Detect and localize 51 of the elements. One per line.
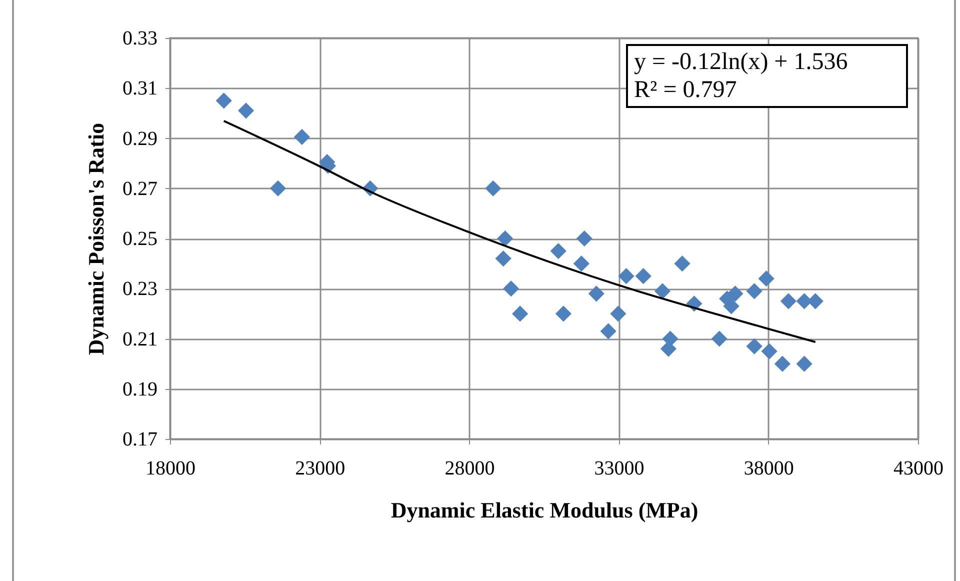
point bbox=[746, 283, 762, 300]
y-tick-label: 0.19 bbox=[122, 378, 158, 400]
y-axis-title: Dynamic Poisson's Ratio bbox=[84, 122, 108, 356]
point bbox=[723, 298, 740, 314]
point bbox=[654, 283, 671, 300]
point bbox=[550, 242, 566, 260]
x-tick-label: 18000 bbox=[146, 458, 196, 480]
point bbox=[796, 356, 812, 372]
point bbox=[503, 280, 520, 297]
point bbox=[600, 323, 616, 340]
point bbox=[485, 180, 502, 196]
x-tick-label: 33000 bbox=[594, 458, 644, 480]
x-axis-title: Dynamic Elastic Modulus (MPa) bbox=[390, 498, 698, 522]
point bbox=[727, 286, 744, 302]
point bbox=[495, 250, 512, 267]
annotation: R² = 0.797 bbox=[634, 77, 737, 103]
point bbox=[512, 306, 528, 322]
point bbox=[576, 230, 592, 247]
x-tick-label: 28000 bbox=[444, 458, 495, 480]
point bbox=[555, 306, 572, 322]
x-tick-label: 23000 bbox=[295, 458, 346, 480]
y-tick-label: 0.21 bbox=[122, 328, 158, 350]
y-tick-label: 0.25 bbox=[122, 228, 158, 250]
point bbox=[497, 230, 514, 247]
point bbox=[618, 268, 634, 284]
annotation: y = -0.12ln(x) + 1.536 bbox=[634, 49, 848, 75]
point bbox=[238, 102, 254, 119]
point bbox=[610, 306, 626, 322]
y-tick-label: 0.23 bbox=[122, 278, 158, 300]
point bbox=[758, 270, 774, 287]
point bbox=[662, 330, 678, 347]
y-tick-label: 0.33 bbox=[122, 28, 158, 50]
y-tick-label: 0.27 bbox=[122, 178, 158, 200]
x-tick-label: 43000 bbox=[894, 458, 944, 480]
point bbox=[674, 256, 690, 272]
y-tick-label: 0.31 bbox=[122, 78, 158, 100]
point bbox=[294, 128, 310, 146]
y-tick-label: 0.29 bbox=[122, 128, 158, 150]
point bbox=[588, 286, 604, 302]
point bbox=[761, 343, 778, 360]
y-tick-label: 0.17 bbox=[122, 428, 158, 450]
point bbox=[573, 256, 590, 272]
point bbox=[746, 338, 762, 354]
point bbox=[216, 92, 232, 109]
line-series bbox=[222, 120, 816, 344]
x-tick-label: 38000 bbox=[744, 458, 794, 480]
point bbox=[780, 293, 797, 310]
point bbox=[270, 180, 286, 196]
point bbox=[774, 356, 791, 372]
point bbox=[711, 330, 728, 347]
point bbox=[635, 268, 652, 284]
